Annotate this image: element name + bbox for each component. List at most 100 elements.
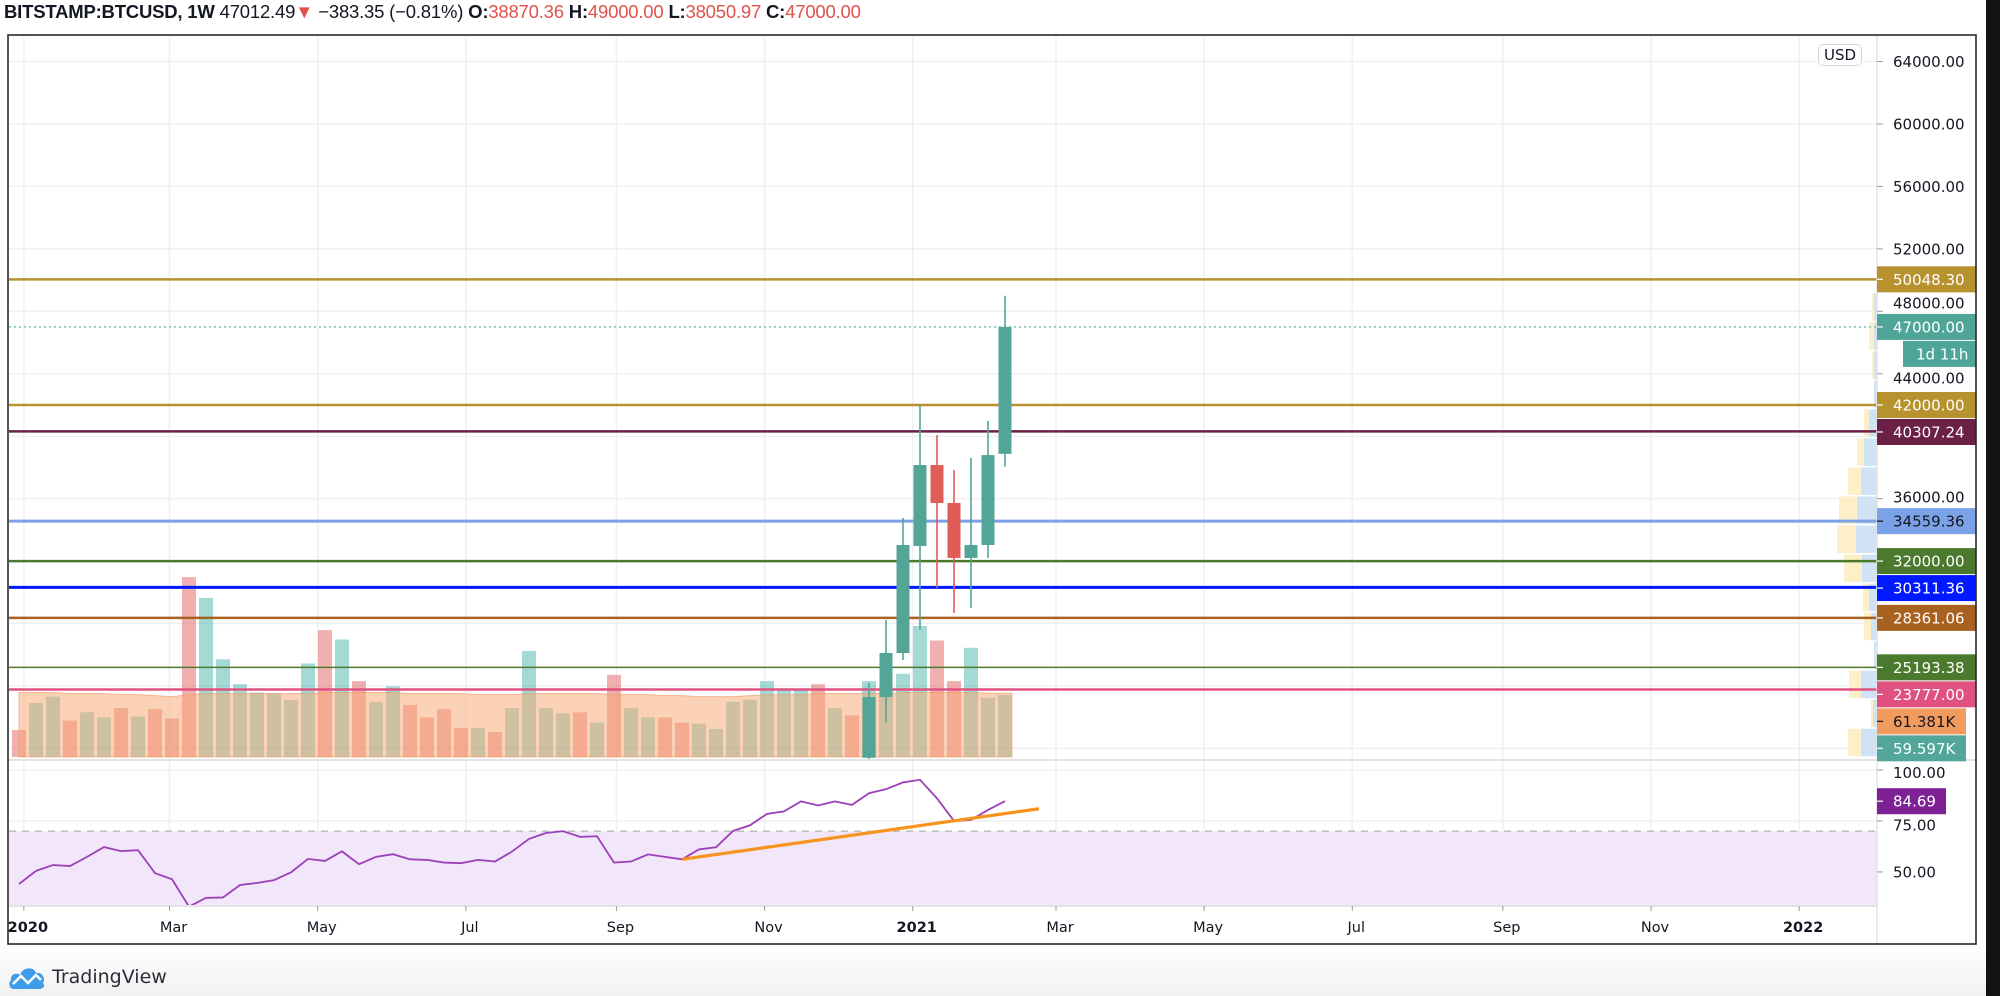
last-price-label: 47000.00 — [1893, 318, 1965, 336]
price-tick-label: 48000.00 — [1893, 294, 1965, 312]
volume-profile-up-bar — [1861, 670, 1877, 699]
brand-name: TradingView — [52, 966, 167, 988]
level-price-label-box — [1877, 548, 1976, 575]
price-tick-label: 52000.00 — [1893, 240, 1965, 258]
footer: TradingView — [0, 946, 1986, 996]
time-tick-label: 2022 — [1783, 920, 1823, 936]
time-tick-label: Jul — [1347, 920, 1366, 936]
candle-body — [879, 653, 893, 698]
rsi-band — [9, 831, 1877, 906]
rsi-tick-label: 100.00 — [1893, 764, 1946, 782]
volume-profile-down-bar — [1864, 612, 1871, 641]
volume-profile-up-bar — [1864, 438, 1877, 466]
level-price-label-box — [1877, 508, 1976, 535]
volume-value-label-box — [1877, 735, 1966, 762]
symbol-legend: BITSTAMP:BTCUSD, 1W 47012.49▼ −383.35 (−… — [4, 1, 861, 23]
volume-profile-up-bar — [1861, 728, 1877, 757]
volume-profile-down-bar — [1871, 699, 1873, 728]
price-tick-label: 60000.00 — [1893, 115, 1965, 133]
level-price-label: 25193.38 — [1893, 659, 1965, 677]
volume-profile-up-bar — [1861, 467, 1877, 495]
time-tick-label: Mar — [160, 920, 187, 936]
rsi-value-label: 84.69 — [1893, 793, 1936, 811]
candle-body — [896, 544, 910, 654]
level-price-label: 23777.00 — [1893, 686, 1965, 704]
level-price-label-box — [1877, 266, 1976, 293]
level-price-label: 28361.06 — [1893, 609, 1965, 627]
level-price-label: 42000.00 — [1893, 396, 1965, 414]
chart-frame — [7, 34, 1977, 945]
tradingview-logo[interactable]: TradingView — [8, 964, 167, 990]
candles — [862, 295, 1012, 760]
level-price-label-box — [1877, 391, 1976, 418]
volume-profile-up-bar — [1862, 554, 1877, 583]
volume-profile-down-bar — [1848, 728, 1861, 757]
time-tick-label: Nov — [1641, 920, 1670, 936]
candle-body — [998, 326, 1012, 454]
volume-profile-up-bar — [1874, 641, 1877, 670]
triangle-down-icon: ▼ — [295, 1, 314, 22]
open-label: O: — [468, 1, 489, 22]
high-value: 49000.00 — [587, 1, 664, 22]
time-tick-label: Sep — [607, 920, 634, 936]
candle-body — [862, 697, 876, 758]
candle-body — [930, 465, 944, 504]
volume-profile-down-bar — [1837, 525, 1856, 554]
volume-profile-up-bar — [1873, 699, 1877, 728]
last-price: 47012.49 — [219, 1, 296, 22]
price-tick-label: 44000.00 — [1893, 369, 1965, 387]
rsi-tick-label: 50.00 — [1893, 863, 1936, 881]
volume-profile-up-bar — [1871, 612, 1877, 641]
candle-body — [913, 465, 927, 546]
time-tick-label: Nov — [754, 920, 783, 936]
level-price-label-box — [1877, 681, 1976, 708]
candle-body — [981, 455, 995, 545]
level-price-label: 40307.24 — [1893, 423, 1965, 441]
volume-profile-up-bar — [1869, 409, 1877, 437]
rsi-line — [18, 778, 1006, 906]
volume-profile-down-bar — [1839, 496, 1857, 524]
close-label: C: — [766, 1, 786, 22]
bar-countdown-label-box — [1903, 340, 1976, 367]
rsi-pane — [9, 778, 1877, 906]
volume-profile — [1837, 293, 1877, 757]
level-price-label: 34559.36 — [1893, 513, 1965, 531]
symbol-name[interactable]: BITSTAMP:BTCUSD, 1W — [4, 1, 215, 22]
time-tick-label: 2020 — [8, 920, 48, 936]
level-price-label: 50048.30 — [1893, 271, 1965, 289]
volume-profile-down-bar — [1857, 438, 1864, 466]
price-change: −383.35 (−0.81%) — [318, 1, 464, 22]
price-tick-label: 56000.00 — [1893, 178, 1965, 196]
rsi-trendline[interactable] — [681, 807, 1040, 861]
currency-badge[interactable]: USD — [1818, 44, 1863, 66]
volume-profile-down-bar — [1872, 351, 1874, 379]
level-price-label-box — [1877, 604, 1976, 631]
low-label: L: — [668, 1, 686, 22]
level-price-label: 32000.00 — [1893, 553, 1965, 571]
volume-profile-down-bar — [1864, 409, 1869, 437]
axes: 64000.00 60000.00 56000.00 52000.00 48000.00… — [8, 36, 1976, 944]
time-tick-label: Sep — [1493, 920, 1520, 936]
volume-value-label: 59.597K — [1893, 740, 1956, 758]
time-tick-label: Jul — [460, 920, 479, 936]
tradingview-cloud-icon — [9, 968, 45, 989]
rsi-value-label-box — [1877, 788, 1946, 815]
rsi-tick-label: 75.00 — [1893, 817, 1936, 835]
time-tick-label: May — [307, 920, 337, 936]
time-tick-label: 2021 — [897, 920, 937, 936]
price-tick-label: 36000.00 — [1893, 489, 1965, 507]
volume-profile-up-bar — [1874, 293, 1877, 321]
bar-countdown-label: 1d 11h — [1916, 345, 1968, 363]
volume-profile-up-bar — [1874, 351, 1877, 379]
level-price-label-box — [1877, 418, 1976, 445]
horizontal-levels[interactable] — [9, 278, 1877, 691]
level-price-label-box — [1877, 575, 1976, 602]
volume-profile-up-bar — [1869, 583, 1877, 612]
high-label: H: — [568, 1, 588, 22]
volume-profile-down-bar — [1863, 583, 1869, 612]
price-scale-labels: 50048.30 47000.00 1d 11h 42000.00 40307.24 34… — [1877, 266, 1976, 815]
price-tick-label: 64000.00 — [1893, 53, 1965, 71]
candle-body — [964, 544, 978, 558]
volume-profile-down-bar — [1844, 554, 1862, 583]
